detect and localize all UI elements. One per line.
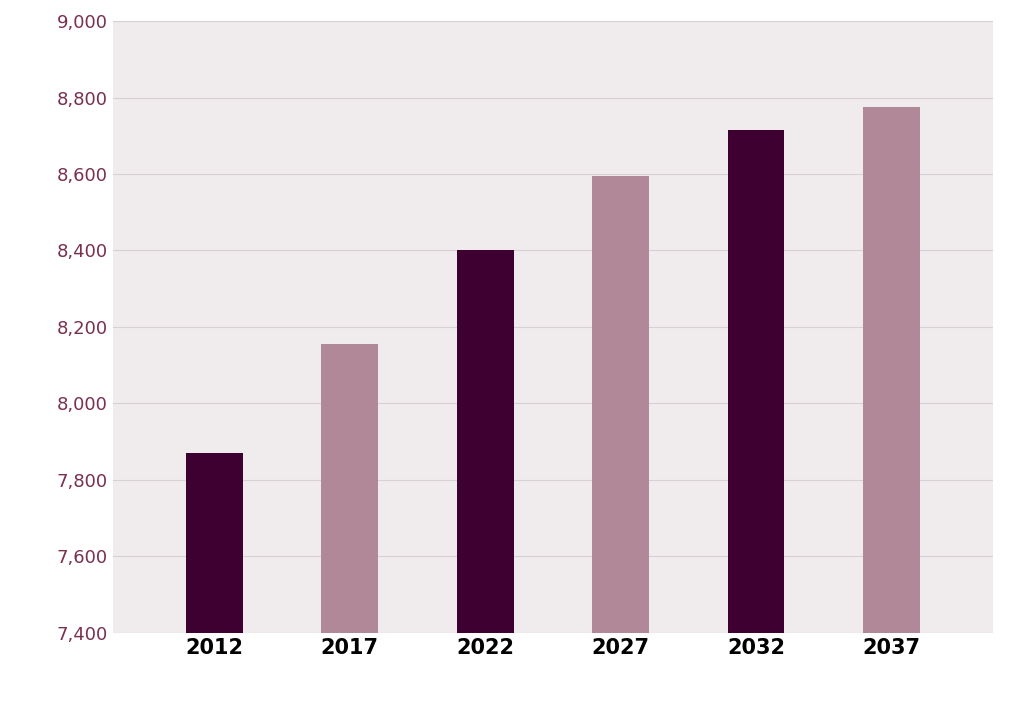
Bar bbox=[728, 130, 784, 633]
Bar bbox=[322, 344, 378, 633]
Bar bbox=[592, 176, 649, 633]
Bar bbox=[186, 453, 243, 633]
Bar bbox=[863, 107, 920, 633]
Bar bbox=[457, 250, 514, 633]
